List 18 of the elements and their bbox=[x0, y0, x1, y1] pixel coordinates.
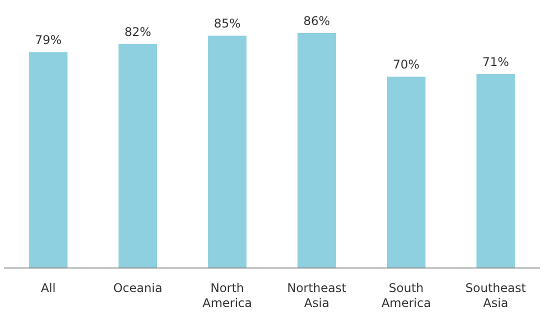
bar bbox=[298, 33, 336, 268]
data-label: 86% bbox=[303, 14, 330, 28]
bar bbox=[476, 74, 515, 268]
bar bbox=[118, 44, 158, 268]
x-tick-label: All bbox=[40, 281, 56, 295]
data-label: 71% bbox=[482, 54, 510, 69]
x-tick-label: Southeast Asia bbox=[465, 281, 526, 310]
data-label: 82% bbox=[124, 24, 152, 39]
data-label: 70% bbox=[392, 58, 420, 72]
x-tick-label: Oceania bbox=[113, 281, 162, 295]
bar bbox=[386, 76, 426, 268]
bar bbox=[208, 36, 246, 268]
data-label: 85% bbox=[214, 16, 241, 31]
x-tick-label: South America bbox=[381, 281, 431, 310]
bar bbox=[29, 52, 68, 268]
x-tick-label: Northeast Asia bbox=[287, 281, 347, 310]
x-tick-label: North America bbox=[202, 281, 252, 310]
data-label: 79% bbox=[34, 33, 62, 48]
